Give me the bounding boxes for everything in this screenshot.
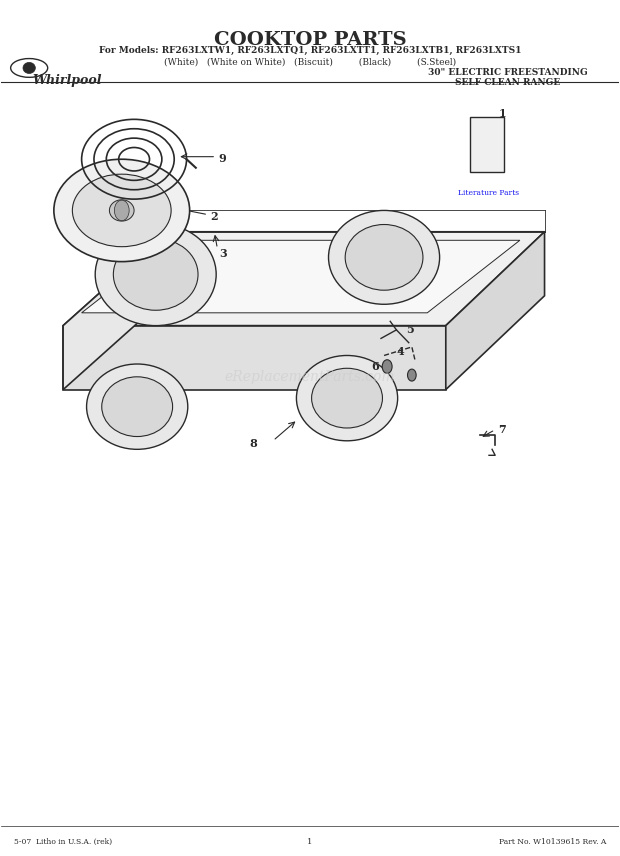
Text: For Models: RF263LXTW1, RF263LXTQ1, RF263LXTT1, RF263LXTB1, RF263LXTS1: For Models: RF263LXTW1, RF263LXTQ1, RF26… — [99, 45, 521, 55]
Text: Literature Parts: Literature Parts — [458, 189, 520, 197]
FancyBboxPatch shape — [471, 116, 505, 172]
Polygon shape — [63, 232, 544, 325]
Text: 3: 3 — [219, 247, 227, 259]
Polygon shape — [446, 232, 544, 389]
Ellipse shape — [296, 355, 397, 441]
Circle shape — [114, 200, 129, 221]
Ellipse shape — [73, 174, 171, 247]
Text: 1: 1 — [498, 108, 506, 119]
Polygon shape — [82, 241, 520, 312]
Text: 1: 1 — [308, 837, 312, 846]
Text: 30" ELECTRIC FREESTANDING
SELF CLEAN RANGE: 30" ELECTRIC FREESTANDING SELF CLEAN RAN… — [428, 68, 588, 87]
Ellipse shape — [102, 377, 172, 437]
Text: 2: 2 — [210, 211, 218, 222]
Text: Part No. W10139615 Rev. A: Part No. W10139615 Rev. A — [499, 837, 606, 846]
Polygon shape — [63, 325, 446, 389]
Ellipse shape — [113, 239, 198, 310]
Ellipse shape — [109, 199, 134, 221]
Ellipse shape — [95, 223, 216, 325]
Text: 7: 7 — [498, 425, 506, 435]
Polygon shape — [63, 232, 168, 389]
Text: Whirlpool: Whirlpool — [32, 74, 102, 87]
Text: 4: 4 — [396, 346, 404, 357]
Ellipse shape — [23, 62, 35, 74]
Circle shape — [382, 360, 392, 373]
Ellipse shape — [54, 159, 190, 262]
Ellipse shape — [329, 211, 440, 304]
Ellipse shape — [345, 224, 423, 290]
Ellipse shape — [312, 368, 383, 428]
Text: 6: 6 — [372, 361, 379, 372]
Text: COOKTOP PARTS: COOKTOP PARTS — [214, 32, 406, 50]
Circle shape — [407, 369, 416, 381]
Ellipse shape — [87, 364, 188, 449]
Text: eReplacementParts.com: eReplacementParts.com — [224, 370, 396, 383]
Text: 5-07  Litho in U.S.A. (rek): 5-07 Litho in U.S.A. (rek) — [14, 837, 112, 846]
Text: 9: 9 — [219, 153, 226, 163]
Text: 5: 5 — [405, 324, 414, 336]
Text: 8: 8 — [250, 438, 257, 449]
Text: (White)   (White on White)   (Biscuit)         (Black)         (S.Steel): (White) (White on White) (Biscuit) (Blac… — [164, 57, 456, 67]
